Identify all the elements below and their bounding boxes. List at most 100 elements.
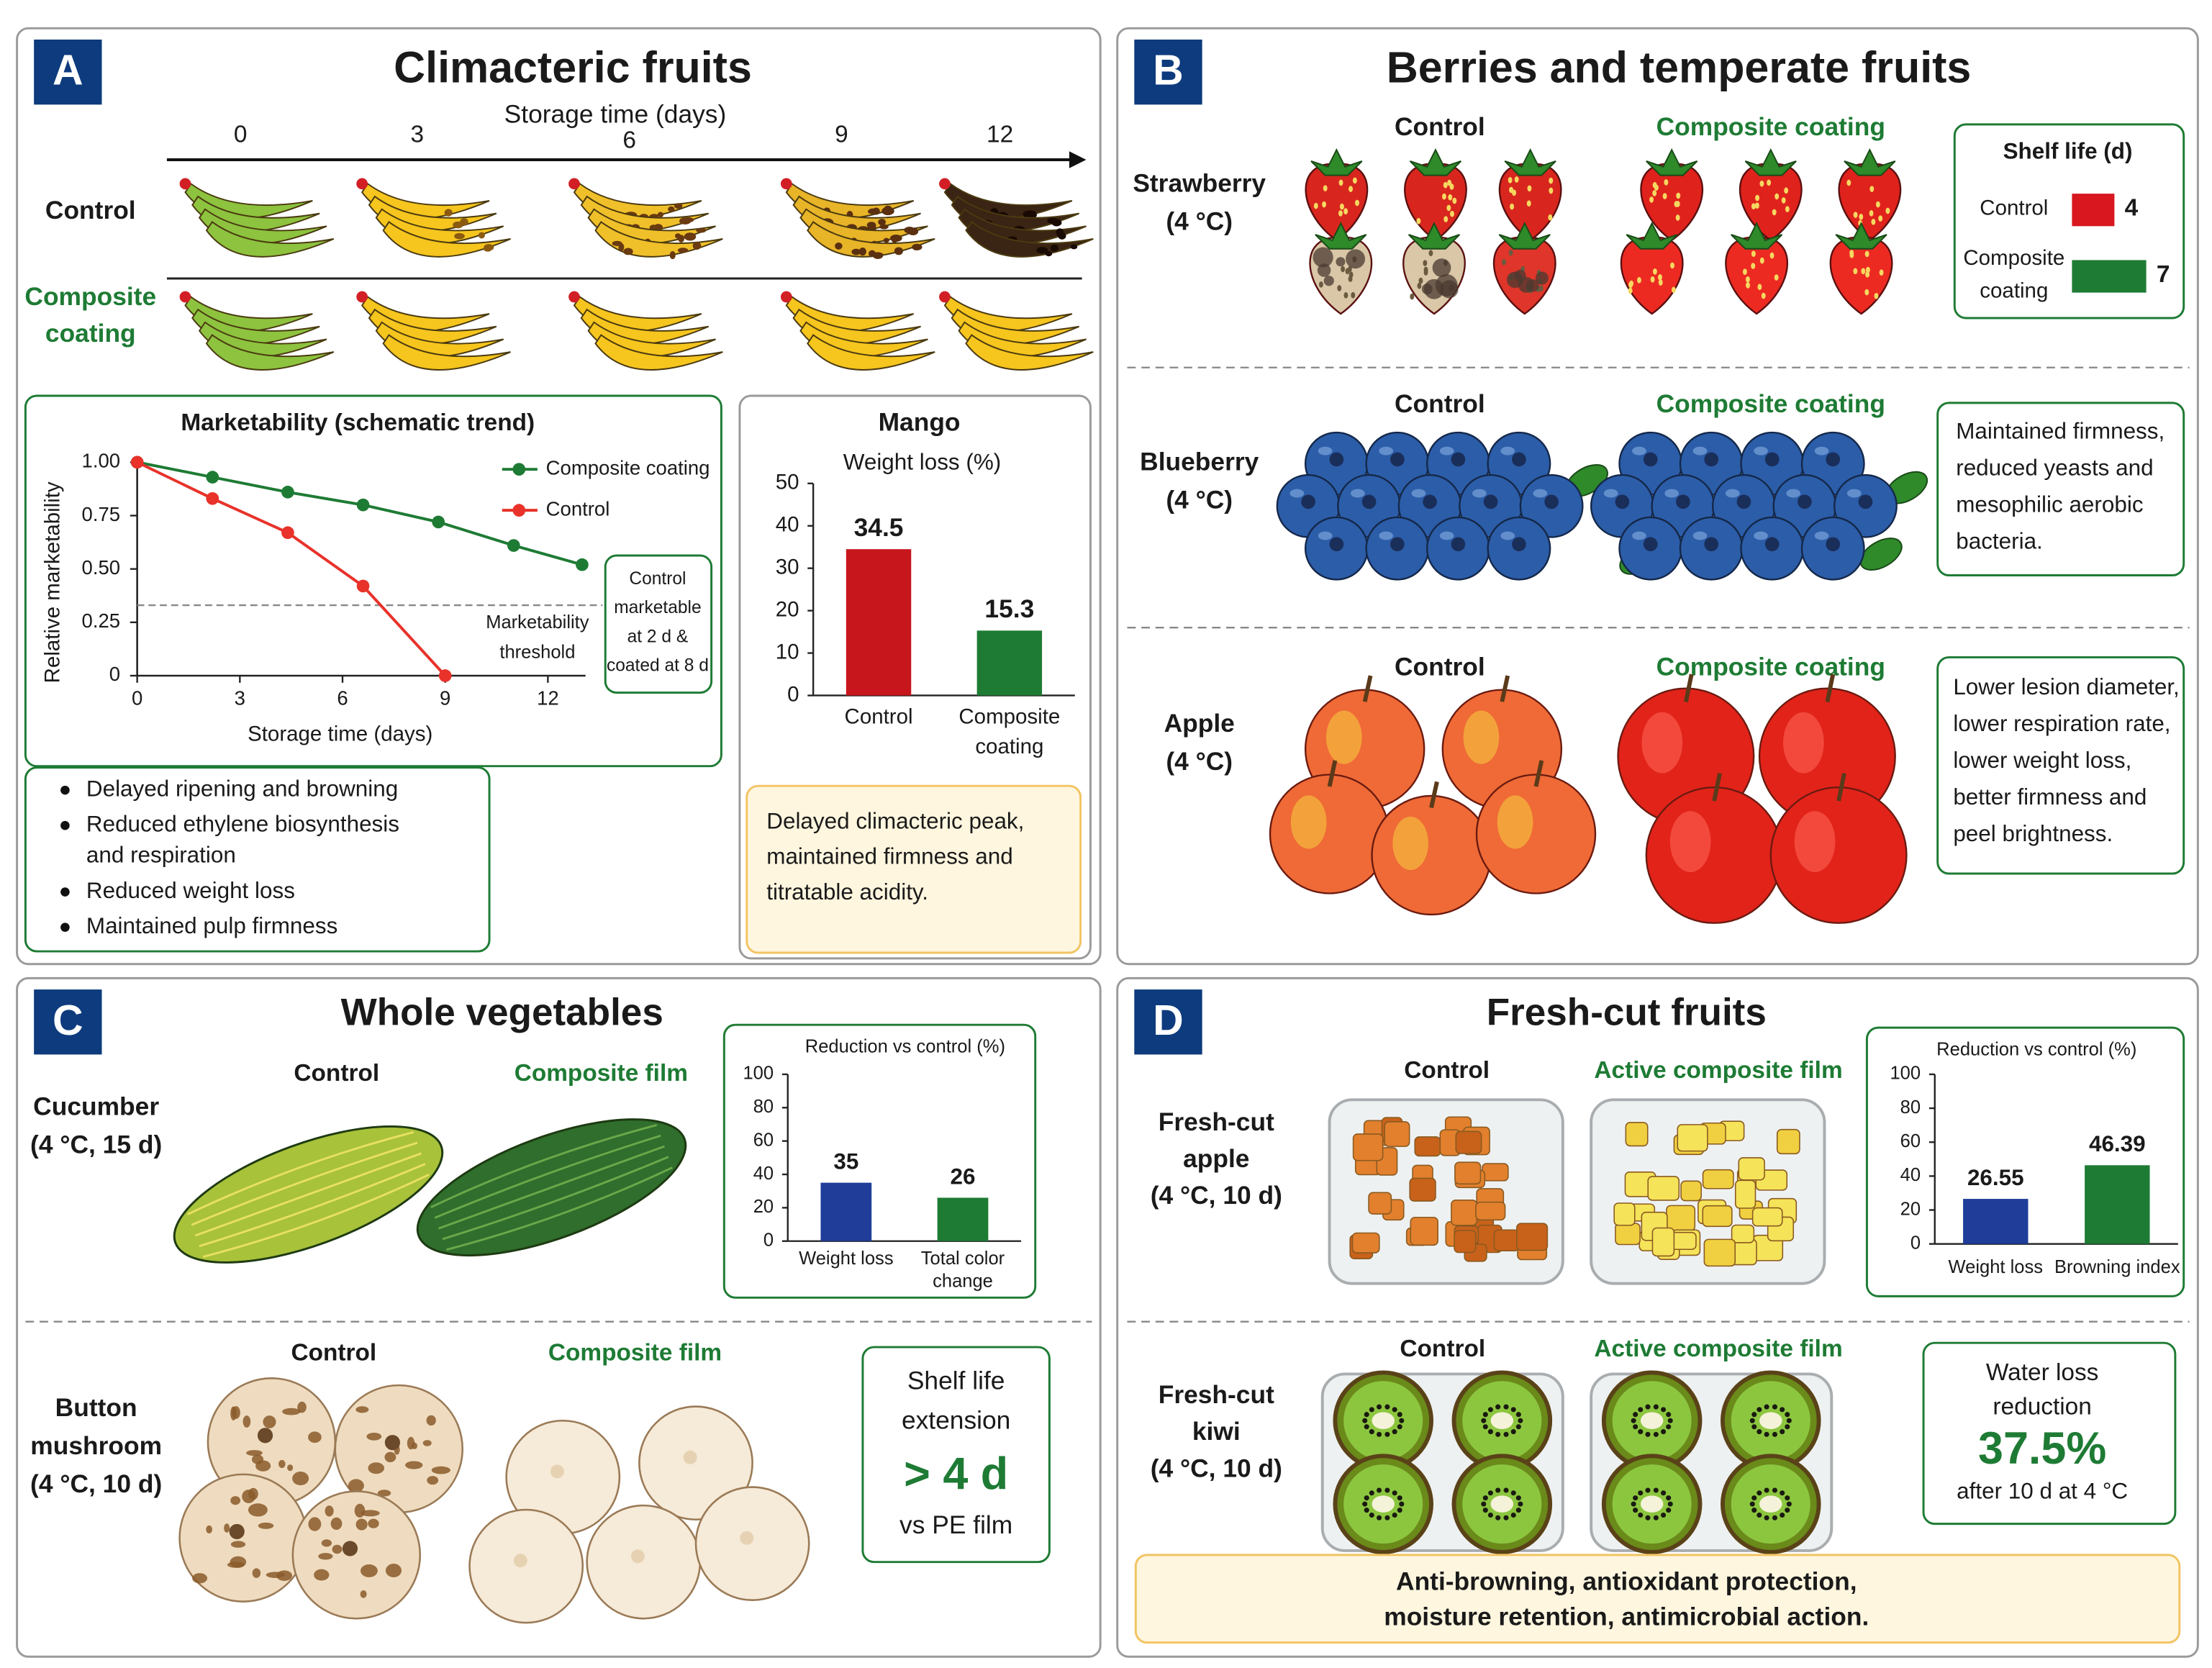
note-box (1936, 656, 2185, 875)
mushroom-spot (278, 1459, 286, 1469)
highlight-text: reduction (1993, 1393, 2091, 1420)
fruit-piece (1454, 1161, 1482, 1185)
leaf (1844, 148, 1896, 176)
kiwi-seed (1362, 1501, 1368, 1507)
apple (1769, 786, 1908, 924)
banana (965, 221, 1094, 258)
mushroom-spot (258, 1522, 274, 1529)
mushroom-spot (361, 1510, 380, 1517)
cucumber-stripe (202, 1174, 430, 1258)
bar (2072, 260, 2147, 293)
seed (1338, 210, 1343, 217)
blueberry-crown (1736, 494, 1751, 509)
fruit-name: (4 °C) (1166, 486, 1233, 515)
seed (1879, 269, 1884, 276)
y-tick-label: 100 (1890, 1064, 1921, 1084)
fruit-piece (1414, 1136, 1441, 1157)
mushroom-spot (230, 1496, 241, 1505)
stem (1712, 772, 1722, 802)
seed (1548, 214, 1553, 221)
shine (1632, 531, 1646, 540)
cucumber-stripe (194, 1152, 422, 1237)
mushroom-spot (366, 1432, 382, 1441)
leaf (1498, 222, 1551, 250)
kiwi-seed (1515, 1424, 1521, 1430)
fruit-piece (1680, 1180, 1702, 1202)
shine (1411, 489, 1426, 498)
leaf (1315, 222, 1367, 250)
y-tick-label: 0 (787, 682, 799, 706)
control-label: Control (1400, 1336, 1485, 1362)
blueberry-crown (1826, 452, 1841, 467)
mushroom-spot (308, 1431, 322, 1443)
bar (820, 1182, 872, 1241)
category-label: Browning index (2054, 1257, 2180, 1277)
note-text: mesophilic aerobic (1956, 492, 2143, 517)
mushroom-spot (321, 1539, 332, 1547)
row-label: coating (45, 319, 136, 348)
kiwi-seed (1764, 1431, 1769, 1437)
blueberry-crown (1764, 452, 1780, 467)
seed (1416, 217, 1421, 225)
item-name: (4 °C, 10 d) (1151, 1182, 1282, 1210)
data-point (281, 526, 294, 540)
fruit-piece (1677, 1124, 1708, 1152)
y-tick-label: 0.75 (82, 503, 121, 525)
kiwi-seed (1653, 1487, 1659, 1493)
kiwi-seed (1369, 1490, 1374, 1496)
seed (1853, 212, 1858, 218)
y-tick-label: 60 (753, 1130, 774, 1150)
stem (1327, 760, 1338, 787)
day-label: 0 (234, 121, 248, 148)
shine (1754, 446, 1768, 455)
y-axis-label: Relative marketability (40, 481, 64, 683)
seed (1348, 276, 1353, 282)
banana-spot (683, 217, 694, 223)
kiwi-seed (1515, 1508, 1521, 1513)
kiwi-seed (1645, 1487, 1651, 1493)
bar (937, 1197, 989, 1241)
banana-spot (460, 218, 468, 226)
kiwi-seed (1666, 1412, 1672, 1418)
seed (1652, 181, 1657, 189)
bullet-text: Delayed ripening and browning (86, 776, 398, 801)
day-label: 6 (622, 127, 636, 153)
cucumber-stripe (199, 1163, 426, 1248)
kiwi-seed (1495, 1487, 1501, 1493)
apple-blush (1326, 710, 1362, 764)
kiwi-seed (1638, 1407, 1644, 1413)
mushroom-spot (422, 1440, 432, 1446)
mold-spot (1336, 257, 1346, 267)
apple-blush (1783, 712, 1824, 774)
blueberry-crown (1451, 452, 1466, 467)
banana-spot (869, 222, 876, 230)
bar (2085, 1165, 2150, 1244)
kiwi-seed (1661, 1490, 1667, 1496)
kiwi-seed (1785, 1412, 1790, 1418)
data-point (507, 539, 520, 552)
kiwi-seed (1638, 1490, 1644, 1496)
chart-frame (738, 394, 1092, 960)
treated-label: Composite coating (1656, 113, 1885, 141)
treated-label: Composite film (548, 1340, 722, 1366)
banana-spot (1070, 244, 1078, 250)
leaf (1626, 222, 1678, 250)
kiwi-seed (1638, 1429, 1644, 1435)
control-label: Control (1404, 1057, 1490, 1084)
seed (1628, 287, 1633, 294)
blueberry-crown (1764, 537, 1780, 552)
blueberry-crown (1858, 494, 1873, 509)
kiwi-core (1490, 1412, 1514, 1430)
strawberry (1620, 236, 1684, 315)
fruit-piece (1482, 1163, 1509, 1182)
seed (1443, 181, 1448, 189)
kiwi-seed (1364, 1412, 1369, 1418)
kiwi-seed (1384, 1487, 1390, 1493)
kiwi-seed (1785, 1508, 1790, 1513)
note-text: Anti-browning, antioxidant protection, (1396, 1567, 1857, 1595)
y-tick-label: 0 (1910, 1233, 1921, 1253)
seed (1869, 210, 1874, 217)
blueberry-crown (1512, 537, 1526, 552)
seed (1658, 279, 1663, 286)
kiwi-seed (1780, 1429, 1785, 1435)
